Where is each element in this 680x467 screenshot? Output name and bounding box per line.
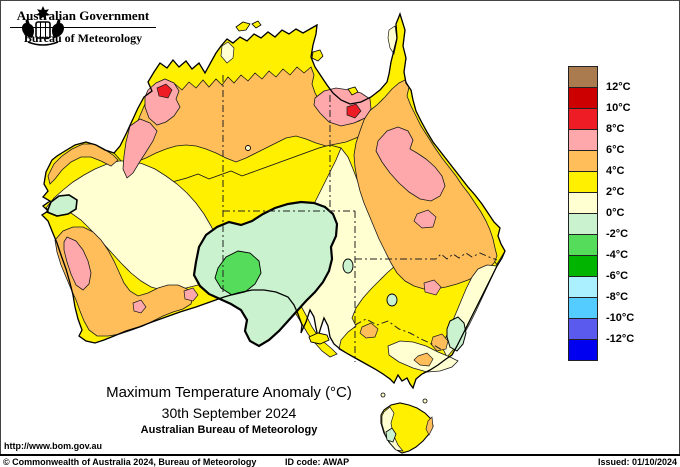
map-author: Australian Bureau of Meteorology (140, 424, 318, 436)
legend-label: 2°C (606, 186, 625, 198)
bass-islet-2 (422, 398, 428, 404)
legend-label: 12°C (606, 81, 631, 93)
legend-blocks (568, 66, 598, 361)
legend-label: -6°C (606, 270, 629, 282)
tasmania-cream-west (381, 406, 404, 452)
legend-label: 10°C (606, 102, 631, 114)
legend-label: -8°C (606, 291, 629, 303)
region-mint-central (192, 200, 339, 348)
region-orange-vic-3 (413, 352, 434, 367)
border-qld-nsw (355, 252, 498, 261)
footer-divider (0, 454, 680, 456)
region-red-gulf (346, 103, 362, 119)
kangaroo-island (308, 332, 330, 345)
region-orange-wa-west (54, 226, 194, 337)
crest-kangaroo (22, 19, 34, 38)
legend-label: 6°C (606, 144, 625, 156)
islands (235, 20, 434, 454)
legend-labels: 12°C 10°C 8°C 6°C 4°C 2°C 0°C -2°C -4°C -6°C -8°C -… (568, 67, 668, 387)
crest-shield (35, 21, 51, 39)
crest-star (36, 6, 50, 20)
header-branding: Australian Government Bureau of Meteorol… (8, 6, 158, 46)
legend-label: -10°C (606, 312, 635, 324)
region-mint-wa-coast (45, 194, 78, 217)
legend-label: -2°C (606, 228, 629, 240)
map-date: 30th September 2024 (161, 405, 297, 421)
region-pink-qld-2 (413, 209, 437, 229)
legend-label: 4°C (606, 165, 625, 177)
contour-dot (245, 145, 251, 151)
issued-date: Issued: 01/10/2024 (597, 457, 677, 467)
legend-label: -12°C (606, 333, 635, 345)
map-title-block: Maximum Temperature Anomaly (°C) 30th Se… (45, 384, 413, 436)
copyright-text: © Commonwealth of Australia 2024, Bureau… (3, 457, 257, 467)
mornington-island (347, 86, 359, 96)
crest-scroll (27, 41, 59, 46)
region-pink-wa-coast (63, 236, 92, 291)
tiwi-island-2 (251, 20, 262, 29)
region-pink-qld (375, 126, 446, 202)
legend-label: -4°C (606, 249, 629, 261)
legend-label: 0°C (606, 207, 625, 219)
region-cream-darwin (220, 41, 235, 64)
australia-anomaly-map (40, 12, 506, 454)
region-pink-wa-dot-1 (132, 299, 147, 314)
id-code: ID code: AWAP (285, 457, 350, 467)
region-pink-qld-3 (423, 279, 442, 296)
tasmania-orange-sliver (425, 416, 434, 436)
region-green-central (214, 250, 262, 296)
tasmania-mint-spot (385, 427, 397, 443)
region-mint-oval-2 (386, 293, 398, 307)
region-pink-wa-dot-2 (183, 287, 199, 302)
border-nsw-vic (354, 318, 443, 351)
region-orange-nw-coast (47, 143, 119, 185)
state-borders (222, 75, 498, 362)
header-divider (10, 27, 156, 28)
coat-of-arms-icon (22, 6, 64, 46)
legend-swatch (568, 339, 598, 361)
region-mint-nsw-coast (446, 316, 467, 352)
region-pink-gulf (313, 87, 372, 127)
government-title: Australian Government (16, 8, 150, 23)
tiwi-island-1 (235, 21, 251, 32)
bom-url: http://www.bom.gov.au (4, 441, 102, 451)
groote-island (311, 49, 324, 62)
region-orange-vic-1 (359, 322, 379, 339)
legend-label: 8°C (606, 123, 625, 135)
region-pink-kimberley-south (122, 118, 158, 179)
region-mint-oval-1 (342, 258, 354, 274)
bass-islet-1 (380, 392, 386, 398)
crest-emu (52, 19, 64, 38)
map-title: Maximum Temperature Anomaly (°C) (106, 384, 352, 401)
region-red-kimberley (156, 83, 173, 99)
mainland-coastline (40, 12, 506, 390)
